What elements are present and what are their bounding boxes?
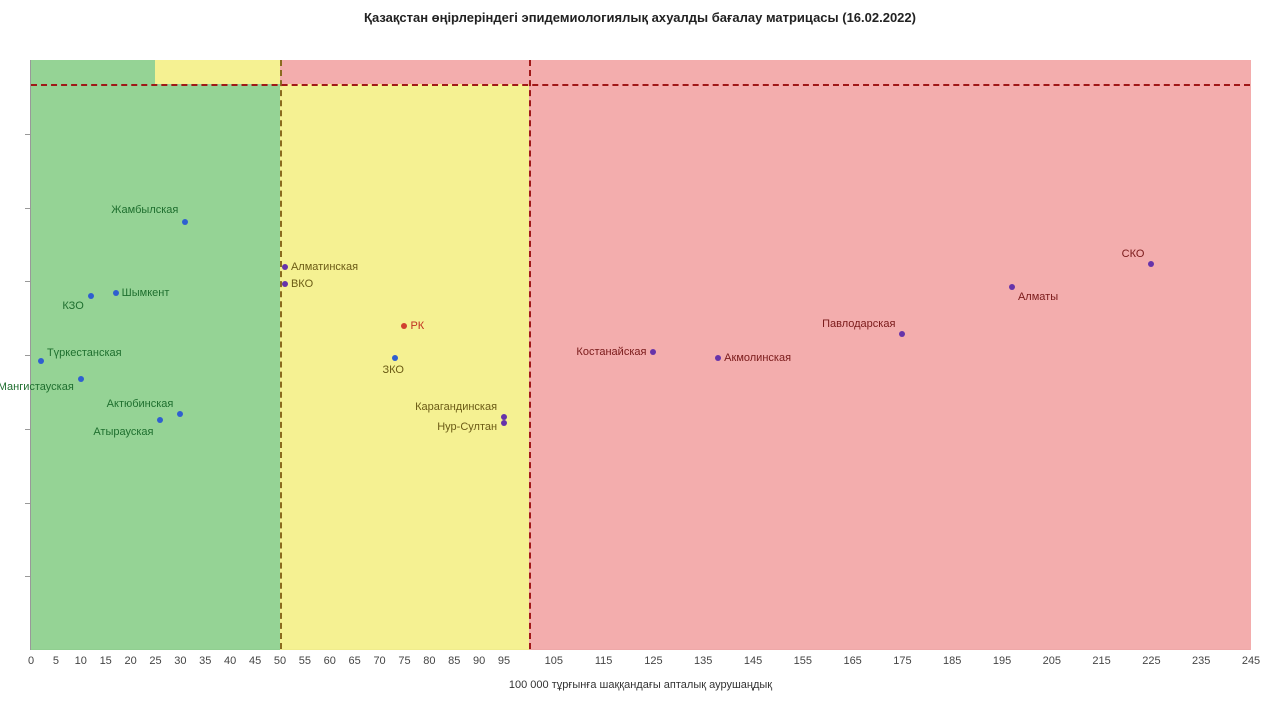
data-point-label: ВКО bbox=[291, 278, 313, 290]
data-point bbox=[78, 376, 84, 382]
x-tick: 145 bbox=[744, 655, 762, 667]
x-tick: 70 bbox=[373, 655, 385, 667]
data-point-label: Павлодарская bbox=[822, 318, 895, 330]
data-point-label: Актюбинская bbox=[107, 398, 174, 410]
risk-zone-top bbox=[280, 60, 1251, 84]
data-point bbox=[88, 293, 94, 299]
data-point bbox=[113, 290, 119, 296]
data-point bbox=[401, 323, 407, 329]
x-tick: 45 bbox=[249, 655, 261, 667]
x-tick: 35 bbox=[199, 655, 211, 667]
x-tick: 115 bbox=[595, 655, 613, 667]
data-point bbox=[650, 349, 656, 355]
x-tick: 90 bbox=[473, 655, 485, 667]
data-point-label: Алматы bbox=[1018, 291, 1058, 303]
risk-zone bbox=[31, 84, 280, 650]
data-point-label: СКО bbox=[1122, 248, 1145, 260]
x-tick: 245 bbox=[1242, 655, 1260, 667]
x-tick: 225 bbox=[1142, 655, 1160, 667]
x-tick: 125 bbox=[644, 655, 662, 667]
x-tick: 15 bbox=[100, 655, 112, 667]
y-tick bbox=[25, 208, 31, 209]
data-point-label: КЗО bbox=[62, 300, 83, 312]
x-tick: 5 bbox=[53, 655, 59, 667]
data-point bbox=[182, 219, 188, 225]
data-point-label: Мангистауская bbox=[0, 381, 74, 393]
data-point bbox=[282, 281, 288, 287]
x-tick: 215 bbox=[1092, 655, 1110, 667]
x-tick: 85 bbox=[448, 655, 460, 667]
data-point bbox=[1148, 261, 1154, 267]
y-tick bbox=[25, 355, 31, 356]
x-tick: 155 bbox=[794, 655, 812, 667]
x-tick: 20 bbox=[124, 655, 136, 667]
data-point-label: Жамбылская bbox=[111, 204, 178, 216]
data-point-label: РК bbox=[410, 320, 424, 332]
x-tick: 65 bbox=[349, 655, 361, 667]
data-point-label: Шымкент bbox=[122, 287, 170, 299]
x-tick: 75 bbox=[398, 655, 410, 667]
x-axis-label: 100 000 тұрғынға шаққандағы апталық ауру… bbox=[509, 679, 772, 691]
x-tick: 50 bbox=[274, 655, 286, 667]
data-point-label: Атырауская bbox=[93, 426, 153, 438]
x-tick: 195 bbox=[993, 655, 1011, 667]
x-tick: 185 bbox=[943, 655, 961, 667]
y-tick bbox=[25, 134, 31, 135]
data-point bbox=[282, 264, 288, 270]
chart-title: Қазақстан өңірлеріндегі эпидемиологиялық… bbox=[10, 10, 1270, 25]
y-tick bbox=[25, 576, 31, 577]
risk-zone-top bbox=[155, 60, 279, 84]
y-tick bbox=[25, 429, 31, 430]
x-tick: 80 bbox=[423, 655, 435, 667]
data-point bbox=[177, 411, 183, 417]
chart-container: Қазақстан өңірлеріндегі эпидемиологиялық… bbox=[10, 10, 1270, 710]
data-point-label: Карагандинская bbox=[415, 401, 497, 413]
data-point-label: Алматинская bbox=[291, 261, 358, 273]
data-point bbox=[501, 420, 507, 426]
zone-boundary-v bbox=[280, 60, 282, 649]
plot-area: 100 000 тұрғынға шаққандағы апталық ауру… bbox=[30, 60, 1250, 650]
x-tick: 10 bbox=[75, 655, 87, 667]
y-tick bbox=[25, 503, 31, 504]
data-point-label: Түркестанская bbox=[47, 347, 122, 359]
data-point bbox=[715, 355, 721, 361]
y-tick bbox=[25, 281, 31, 282]
data-point bbox=[157, 417, 163, 423]
x-tick: 30 bbox=[174, 655, 186, 667]
x-tick: 175 bbox=[893, 655, 911, 667]
x-tick: 40 bbox=[224, 655, 236, 667]
risk-zone bbox=[529, 84, 1251, 650]
data-point bbox=[899, 331, 905, 337]
x-tick: 105 bbox=[545, 655, 563, 667]
x-tick: 95 bbox=[498, 655, 510, 667]
data-point-label: Акмолинская bbox=[724, 352, 791, 364]
zone-boundary-v bbox=[529, 60, 531, 649]
risk-zone bbox=[280, 84, 529, 650]
x-tick: 0 bbox=[28, 655, 34, 667]
x-tick: 60 bbox=[324, 655, 336, 667]
x-tick: 25 bbox=[149, 655, 161, 667]
data-point bbox=[392, 355, 398, 361]
data-point bbox=[1009, 284, 1015, 290]
risk-zone-top bbox=[31, 60, 155, 84]
data-point-label: ЗКО bbox=[383, 364, 404, 376]
data-point-label: Нур-Султан bbox=[437, 421, 497, 433]
x-tick: 55 bbox=[299, 655, 311, 667]
data-point-label: Костанайская bbox=[576, 346, 646, 358]
x-tick: 135 bbox=[694, 655, 712, 667]
x-tick: 205 bbox=[1043, 655, 1061, 667]
data-point bbox=[38, 358, 44, 364]
x-tick: 165 bbox=[843, 655, 861, 667]
x-tick: 235 bbox=[1192, 655, 1210, 667]
zone-boundary-h bbox=[31, 84, 1250, 86]
